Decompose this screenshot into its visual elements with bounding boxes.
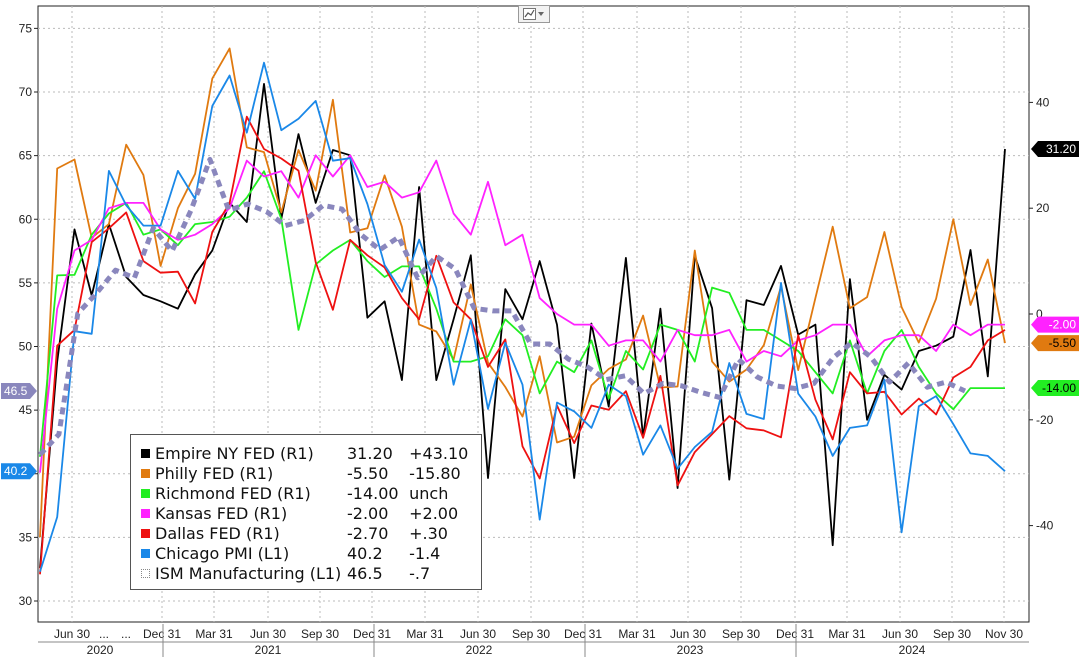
series-line-chicago-pmi-l1 xyxy=(39,61,1006,572)
legend-series-name: Kansas FED (R1) xyxy=(155,503,288,523)
right-value-tag-text: 31.20 xyxy=(1046,142,1076,156)
left-tick-label: 45 xyxy=(19,403,33,417)
x-tick-label: Sep 30 xyxy=(933,627,971,641)
series-line-kansas-fed-r1 xyxy=(39,154,1005,473)
chart-legend: Empire NY FED (R1) 31.20 +43.10 Philly FED … xyxy=(130,434,482,590)
legend-change-value: -15.80 xyxy=(409,463,461,483)
x-tick-label: Dec 31 xyxy=(143,627,181,641)
legend-entry[interactable]: Kansas FED (R1) -2.00 +2.00 xyxy=(141,503,475,523)
series-line-richmond-fed-r1 xyxy=(39,170,1005,457)
right-tick-label: 40 xyxy=(1036,95,1050,109)
series-line-ism-manufacturing-l1 xyxy=(38,156,967,457)
x-tick-label: Mar 31 xyxy=(618,627,656,641)
right-value-tag-text: -5.50 xyxy=(1049,336,1077,350)
legend-last-value: 31.20 xyxy=(347,443,393,463)
x-tick-label: Mar 31 xyxy=(195,627,233,641)
x-tick-label: Jun 30 xyxy=(54,627,90,641)
left-value-tag: 46.5 xyxy=(1,383,37,400)
legend-last-value: -2.00 xyxy=(347,503,389,523)
legend-series-name: ISM Manufacturing (L1) xyxy=(155,563,342,583)
right-value-tag-text: -14.00 xyxy=(1042,381,1076,395)
x-tick-label: Dec 31 xyxy=(564,627,602,641)
right-tick-label: -20 xyxy=(1036,413,1054,427)
year-label: 2022 xyxy=(466,643,493,657)
x-tick-label: Jun 30 xyxy=(670,627,706,641)
right-value-tag: -5.50 xyxy=(1031,335,1079,352)
left-tick-label: 35 xyxy=(19,530,33,544)
left-value-tag: 40.2 xyxy=(1,463,37,480)
legend-change-value: +43.10 xyxy=(409,443,469,463)
legend-last-value: -14.00 xyxy=(347,483,399,503)
right-tick-label: 0 xyxy=(1036,307,1043,321)
right-value-tag: -2.00 xyxy=(1031,316,1079,333)
series-line-philly-fed-r1 xyxy=(39,47,1006,538)
legend-swatch xyxy=(141,488,150,498)
x-tick-label: Dec 31 xyxy=(776,627,814,641)
left-tick-label: 75 xyxy=(19,21,33,35)
series-line-empire-ny-fed-r1 xyxy=(39,83,1006,568)
line-chart-icon xyxy=(523,8,544,20)
x-tick-label: ... xyxy=(121,627,131,641)
right-value-tag-text: -2.00 xyxy=(1049,318,1077,332)
legend-series-name: Richmond FED (R1) xyxy=(155,483,311,503)
legend-change-value: unch xyxy=(409,483,449,503)
x-tick-label: Jun 30 xyxy=(460,627,496,641)
right-tick-label: -40 xyxy=(1036,519,1054,533)
left-value-tag-text: 46.5 xyxy=(4,384,28,398)
legend-change-value: -.7 xyxy=(409,563,431,583)
x-tick-label: Sep 30 xyxy=(722,627,760,641)
legend-swatch xyxy=(141,528,150,538)
x-tick-label: Mar 31 xyxy=(828,627,866,641)
x-tick-label: Jun 30 xyxy=(882,627,918,641)
x-tick-label: Nov 30 xyxy=(985,627,1023,641)
x-tick-label: Sep 30 xyxy=(301,627,339,641)
legend-change-value: +2.00 xyxy=(409,503,459,523)
legend-swatch xyxy=(141,448,150,458)
legend-entry[interactable]: Empire NY FED (R1) 31.20 +43.10 xyxy=(141,443,475,463)
right-value-tag: -14.00 xyxy=(1031,380,1079,397)
series-line-dallas-fed-r1 xyxy=(39,115,1006,575)
legend-entry[interactable]: Philly FED (R1) -5.50 -15.80 xyxy=(141,463,475,483)
legend-entry[interactable]: Richmond FED (R1) -14.00 unch xyxy=(141,483,475,503)
year-label: 2020 xyxy=(87,643,114,657)
legend-last-value: -5.50 xyxy=(347,463,389,483)
left-tick-label: 60 xyxy=(19,212,33,226)
x-tick-label: Mar 31 xyxy=(406,627,444,641)
right-value-tag: 31.20 xyxy=(1031,140,1079,157)
year-label: 2024 xyxy=(899,643,926,657)
left-tick-label: 70 xyxy=(19,85,33,99)
left-tick-label: 30 xyxy=(19,594,33,608)
legend-entry[interactable]: Dallas FED (R1) -2.70 +.30 xyxy=(141,523,475,543)
year-label: 2021 xyxy=(255,643,282,657)
legend-change-value: -1.4 xyxy=(409,543,441,563)
legend-swatch xyxy=(141,508,150,518)
legend-last-value: 46.5 xyxy=(347,563,383,583)
x-tick-label: Sep 30 xyxy=(512,627,550,641)
legend-series-name: Empire NY FED (R1) xyxy=(155,443,314,463)
legend-entry[interactable]: ISM Manufacturing (L1) 46.5 -.7 xyxy=(141,563,475,583)
legend-last-value: -2.70 xyxy=(347,523,389,543)
legend-change-value: +.30 xyxy=(409,523,448,543)
legend-series-name: Philly FED (R1) xyxy=(155,463,274,483)
legend-entry[interactable]: Chicago PMI (L1) 40.2 -1.4 xyxy=(141,543,475,563)
chart-type-icon[interactable] xyxy=(518,5,550,23)
left-tick-label: 55 xyxy=(19,276,33,290)
left-tick-label: 65 xyxy=(19,149,33,163)
year-label: 2023 xyxy=(677,643,704,657)
legend-series-name: Chicago PMI (L1) xyxy=(155,543,290,563)
right-tick-label: 20 xyxy=(1036,201,1050,215)
x-tick-label: ... xyxy=(99,627,109,641)
left-value-tag-text: 40.2 xyxy=(4,464,28,478)
legend-swatch xyxy=(141,548,150,558)
x-tick-label: Dec 31 xyxy=(353,627,391,641)
left-tick-label: 50 xyxy=(19,340,33,354)
legend-swatch xyxy=(141,468,150,478)
legend-last-value: 40.2 xyxy=(347,543,383,563)
x-tick-label: Jun 30 xyxy=(250,627,286,641)
legend-series-name: Dallas FED (R1) xyxy=(155,523,280,543)
legend-swatch xyxy=(141,568,150,578)
